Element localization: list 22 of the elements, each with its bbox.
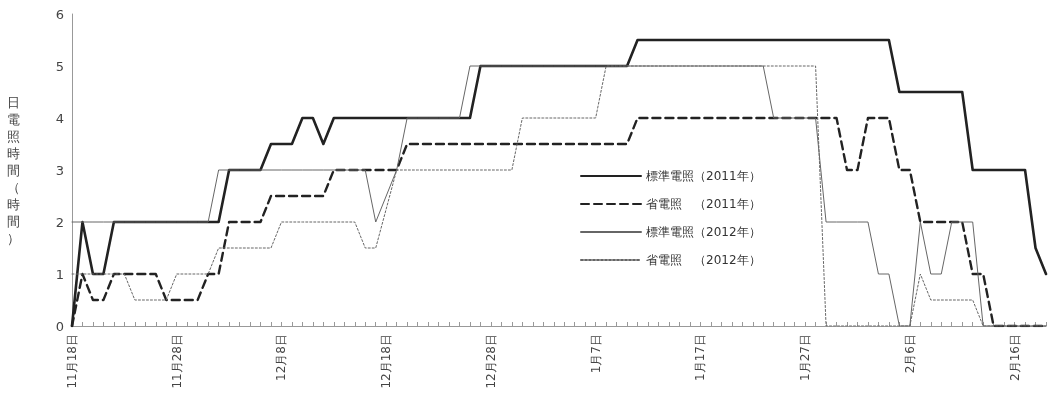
legend-label: 省電照 （2012年）: [646, 253, 761, 267]
x-tick-label: 12月28日: [483, 334, 498, 389]
x-tick-label: 2月6日: [902, 334, 917, 374]
text: 日電照時間（時間）: [7, 94, 20, 246]
y-tick-label: 4: [55, 110, 64, 126]
legend-label: 標準電照（2011年）: [646, 169, 761, 183]
x-tick-label: 12月18日: [379, 334, 394, 389]
y-tick-label: 0: [55, 318, 64, 334]
y-tick-label: 6: [55, 6, 64, 22]
x-tick-label: 2月16日: [1007, 334, 1022, 381]
y-tick-label: 3: [55, 162, 64, 178]
x-tick-label: 11月28日: [169, 334, 184, 389]
x-tick-label: 12月8日: [274, 334, 289, 381]
y-tick-label: 2: [55, 214, 64, 230]
y-tick-label: 1: [55, 266, 64, 282]
x-tick-label: 1月7日: [588, 334, 603, 374]
x-tick-label: 1月27日: [798, 334, 813, 381]
y-tick-label: 5: [55, 58, 64, 74]
x-tick-label: 11月18日: [65, 334, 79, 389]
legend-label: 省電照 （2011年）: [646, 197, 761, 211]
x-tick-label: 1月17日: [693, 334, 708, 381]
legend-label: 標準電照（2012年）: [646, 225, 761, 239]
